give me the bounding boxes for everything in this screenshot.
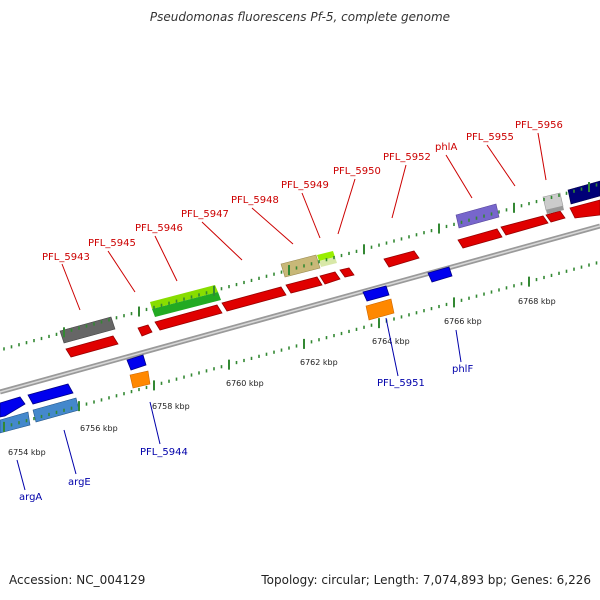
- gene-pfl-5952[interactable]: [383, 250, 420, 268]
- gene-label-forward[interactable]: PFL_5955: [466, 132, 514, 143]
- leader-line-forward: [201, 221, 243, 261]
- leader-line-reverse: [16, 459, 26, 491]
- leader-line-forward: [391, 164, 407, 219]
- scale-label: 6756 kbp: [80, 424, 118, 433]
- feature-navy-edge[interactable]: [567, 180, 600, 205]
- gene-phlf[interactable]: [427, 266, 453, 283]
- leader-line-forward: [154, 235, 178, 282]
- gene-pfl-5955[interactable]: [500, 215, 549, 236]
- feature-green-5946[interactable]: [152, 292, 221, 317]
- gene-label-forward[interactable]: PFL_5948: [231, 195, 279, 206]
- feature-khaki-5948[interactable]: [280, 254, 321, 278]
- feature-lime-5949[interactable]: [317, 251, 335, 261]
- forward-genes: [65, 199, 600, 358]
- gene-label-forward[interactable]: PFL_5945: [88, 238, 136, 249]
- gene-label-reverse[interactable]: phlF: [452, 364, 473, 375]
- gene-label-forward[interactable]: PFL_5956: [515, 120, 563, 131]
- reverse-genes: [0, 266, 453, 418]
- gene-pfl-5946[interactable]: [154, 304, 223, 331]
- feature-orange-5951[interactable]: [365, 298, 395, 321]
- gene-label-forward[interactable]: PFL_5952: [383, 152, 431, 163]
- leader-line-reverse: [385, 317, 399, 377]
- scale-label: 6766 kbp: [444, 317, 482, 326]
- upper-tick-track: [3, 182, 598, 351]
- feature-lime-5946[interactable]: [150, 285, 218, 309]
- gene-label-forward[interactable]: PFL_5946: [135, 223, 183, 234]
- scale-labels: 6754 kbp 6756 kbp 6758 kbp 6760 kbp 6762 kbp…: [8, 297, 556, 457]
- gene-label-reverse[interactable]: PFL_5951: [377, 378, 425, 389]
- leader-line-reverse: [149, 401, 161, 445]
- leader-line-forward: [301, 192, 321, 239]
- lower-tick-track: [3, 261, 598, 432]
- label-leader-lines: [16, 132, 547, 491]
- gene-label-forward[interactable]: PFL_5950: [333, 166, 381, 177]
- gene-pfl-5945[interactable]: [137, 324, 153, 337]
- feature-orange-5944[interactable]: [129, 370, 151, 389]
- features-lower: [0, 298, 395, 434]
- leader-line-forward: [107, 250, 136, 293]
- gene-pfl-5948[interactable]: [285, 276, 323, 294]
- features-upper: [59, 180, 600, 344]
- scale-label: 6762 kbp: [300, 358, 338, 367]
- gene-arga[interactable]: [0, 396, 26, 418]
- leader-line-forward: [537, 132, 547, 181]
- gene-pfl-5950[interactable]: [339, 267, 355, 278]
- gene-label-forward[interactable]: PFL_5943: [42, 252, 90, 263]
- gene-pfl-5947[interactable]: [221, 286, 287, 312]
- gene-pfl-5944[interactable]: [126, 354, 147, 371]
- accession-text: Accession: NC_004129: [9, 573, 146, 587]
- gene-label-reverse[interactable]: argE: [68, 477, 91, 488]
- gene-label-reverse[interactable]: PFL_5944: [140, 447, 188, 458]
- gene-phla[interactable]: [457, 228, 503, 249]
- feature-steelblue-arga[interactable]: [0, 411, 31, 434]
- gene-pfl-5949[interactable]: [319, 271, 341, 285]
- leader-line-forward: [486, 144, 516, 187]
- leader-line-forward: [337, 178, 356, 235]
- gene-label-forward[interactable]: PFL_5947: [181, 209, 229, 220]
- feature-purple-phla[interactable]: [455, 203, 500, 229]
- genome-backbone-highlight: [0, 225, 600, 393]
- gene-label-forward[interactable]: phlA: [435, 142, 457, 153]
- scale-label: 6758 kbp: [152, 402, 190, 411]
- scale-label: 6754 kbp: [8, 448, 46, 457]
- feature-lightgrey-strip: [546, 206, 564, 214]
- gene-label-forward[interactable]: PFL_5949: [281, 180, 329, 191]
- gene-pfl-5943[interactable]: [65, 335, 119, 358]
- gene-label-reverse[interactable]: argA: [19, 492, 42, 503]
- genome-summary-text: Topology: circular; Length: 7,074,893 bp…: [261, 573, 591, 587]
- gene-arge[interactable]: [27, 383, 74, 405]
- gene-pfl-5956[interactable]: [545, 210, 566, 223]
- leader-line-forward: [445, 154, 473, 199]
- feature-pale-5949[interactable]: [319, 257, 337, 267]
- leader-line-reverse: [455, 329, 462, 363]
- leader-line-forward: [251, 207, 294, 245]
- scale-label: 6760 kbp: [226, 379, 264, 388]
- leader-line-forward: [61, 263, 81, 311]
- gene-pfl-5951[interactable]: [362, 285, 390, 302]
- leader-line-reverse: [63, 429, 77, 475]
- genome-title: Pseudomonas fluorescens Pf-5, complete g…: [149, 10, 451, 24]
- gene-fwd-edge[interactable]: [569, 199, 600, 219]
- scale-label: 6768 kbp: [518, 297, 556, 306]
- gene-labels: PFL_5943 PFL_5945 PFL_5946 PFL_5947PFL_5948…: [19, 120, 563, 503]
